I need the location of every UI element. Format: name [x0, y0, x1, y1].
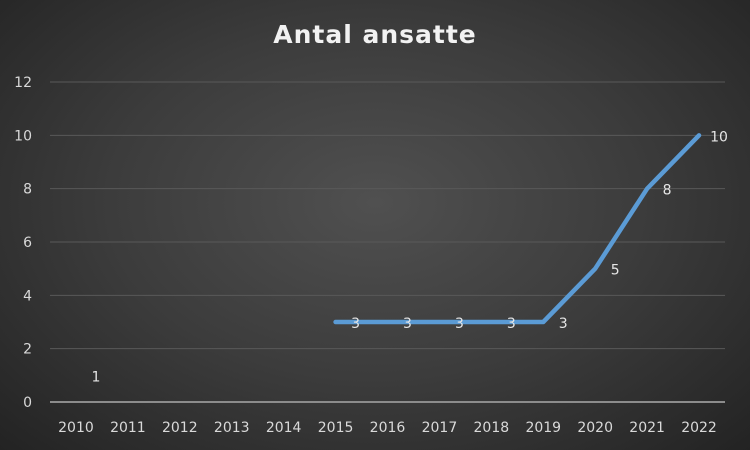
series-line — [333, 133, 702, 325]
x-tick-label: 2019 — [525, 420, 561, 436]
x-tick-label: 2015 — [318, 420, 354, 436]
x-tick-label: 2013 — [214, 420, 250, 436]
chart-title: Antal ansatte — [273, 20, 477, 49]
y-tick-label: 4 — [23, 288, 32, 304]
data-label: 3 — [455, 316, 464, 332]
y-tick-label: 2 — [23, 342, 32, 358]
data-label: 3 — [507, 316, 516, 332]
x-tick-label: 2022 — [681, 420, 717, 436]
x-tick-label: 2016 — [370, 420, 406, 436]
y-tick-label: 8 — [23, 182, 32, 198]
x-tick-label: 2010 — [58, 420, 94, 436]
x-tick-label: 2018 — [474, 420, 510, 436]
data-label: 3 — [351, 316, 360, 332]
data-label: 1 — [92, 369, 101, 385]
y-tick-label: 10 — [14, 128, 32, 144]
data-label: 3 — [559, 316, 568, 332]
x-tick-label: 2020 — [577, 420, 613, 436]
data-label: 10 — [710, 129, 728, 145]
data-label: 5 — [611, 263, 620, 279]
y-tick-label: 0 — [23, 395, 32, 411]
data-label: 8 — [663, 183, 672, 199]
x-tick-label: 2012 — [162, 420, 198, 436]
y-tick-label: 12 — [14, 75, 32, 91]
data-label: 3 — [403, 316, 412, 332]
x-tick-label: 2017 — [422, 420, 458, 436]
x-tick-label: 2011 — [110, 420, 146, 436]
x-tick-label: 2014 — [266, 420, 302, 436]
x-tick-label: 2021 — [629, 420, 665, 436]
y-tick-label: 6 — [23, 235, 32, 251]
